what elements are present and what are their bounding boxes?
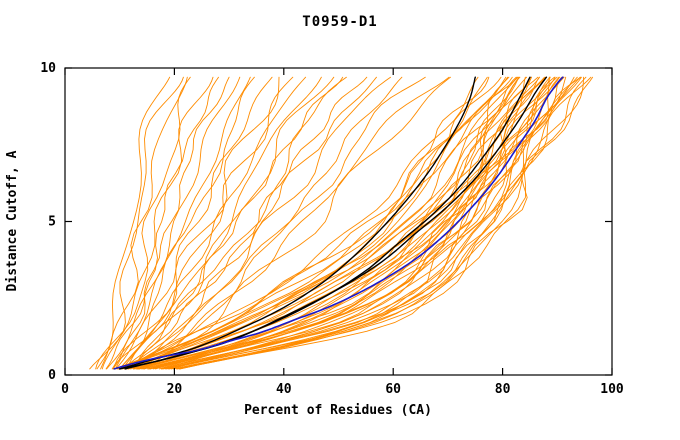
ensemble-curve [114,76,507,370]
ensemble-curve [176,76,587,370]
ensemble-curve [118,76,479,370]
x-tick-label: 60 [385,382,401,397]
ensemble-curve [105,76,219,370]
ensemble-curve [134,76,368,370]
ensemble-curve [112,76,230,370]
ensemble-curve [122,76,490,370]
ensemble-curve [149,76,551,370]
y-tick-label: 0 [48,368,56,383]
x-tick-label: 0 [61,382,69,397]
model-black-1-curve [119,76,476,370]
model-black-3-curve [124,76,548,370]
ensemble-curve [178,76,582,370]
ensemble-curve [149,76,550,370]
ensemble-curve [168,76,578,370]
ensemble-curve [130,76,518,370]
ensemble-curve [115,76,251,370]
ensemble-curve [101,76,214,370]
ensemble-curve [95,76,191,370]
ensemble-curve [179,76,585,370]
x-tick-label: 20 [167,382,183,397]
x-tick-label: 80 [495,382,511,397]
x-tick-label: 100 [600,382,624,397]
y-tick-label: 5 [48,215,56,230]
tick-labels: 0 20 40 60 80 100 0 5 10 [40,61,624,397]
y-axis-label: Distance Cutoff, A [5,150,20,291]
x-axis-label: Percent of Residues (CA) [244,403,432,418]
x-tick-label: 40 [276,382,292,397]
ensemble-curve [100,76,188,370]
chart-title: T0959-D1 [302,14,377,30]
ensemble-curve [89,76,184,370]
ensemble-curve [115,76,273,370]
curve-layer [89,76,594,370]
ensemble-curve [128,76,377,370]
ensemble-curve [162,76,556,370]
ensemble-curve [123,76,344,370]
ensemble-curve [128,76,391,370]
model-blue-curve [113,76,564,370]
y-tick-label: 10 [40,61,56,76]
ensemble-curve [119,76,255,370]
axes-layer [64,67,613,376]
ensemble-curve [126,76,521,370]
ensemble-curve [175,76,594,370]
ensemble-curve [160,76,565,370]
ensemble-curve [119,76,307,370]
ensemble-curve [134,76,347,370]
ensemble-curve [142,76,539,370]
ensemble-curve [111,76,294,370]
ensemble-curve [113,76,280,370]
ensemble-curve [121,76,335,370]
ensemble-curve [139,76,540,370]
ensemble-curve [106,76,241,370]
ensemble-curve [117,76,509,370]
ensemble-curve [179,76,592,370]
